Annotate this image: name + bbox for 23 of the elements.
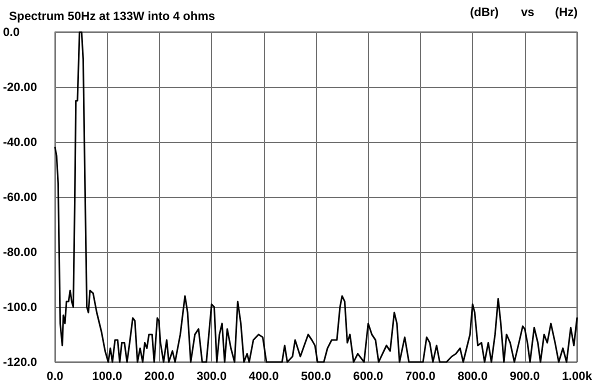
y-tick-label: -80.00 <box>3 245 38 259</box>
x-tick-label: 800.0 <box>458 369 488 383</box>
x-tick-label: 900.0 <box>510 369 540 383</box>
x-tick-label: 300.0 <box>196 369 227 383</box>
text: vs <box>521 5 535 19</box>
y-tick-label: -40.00 <box>3 135 38 149</box>
y-tick-label: -60.00 <box>3 190 38 204</box>
x-tick-label: 100.0 <box>92 369 123 383</box>
x-tick-label: 400.0 <box>248 369 280 383</box>
y-tick-label: -100.0 <box>3 300 38 314</box>
x-tick-label: 500.0 <box>300 369 332 383</box>
x-tick-label: 0.0 <box>46 369 64 383</box>
chart-title: Spectrum 50Hz at 133W into 4 ohms <box>9 9 216 23</box>
x-axis-title: (Hz) <box>555 5 578 19</box>
y-tick-label: -120.0 <box>3 355 38 369</box>
y-tick-label: 0.0 <box>3 25 20 39</box>
x-tick-label: 600.0 <box>353 369 384 383</box>
y-tick-label: -20.00 <box>3 80 38 94</box>
x-tick-label: 700.0 <box>405 369 436 383</box>
x-tick-label: 1.00k <box>562 369 592 383</box>
line-series <box>54 31 578 363</box>
y-axis-title: (dBr) <box>470 5 499 19</box>
x-tick-label: 200.0 <box>144 369 175 383</box>
